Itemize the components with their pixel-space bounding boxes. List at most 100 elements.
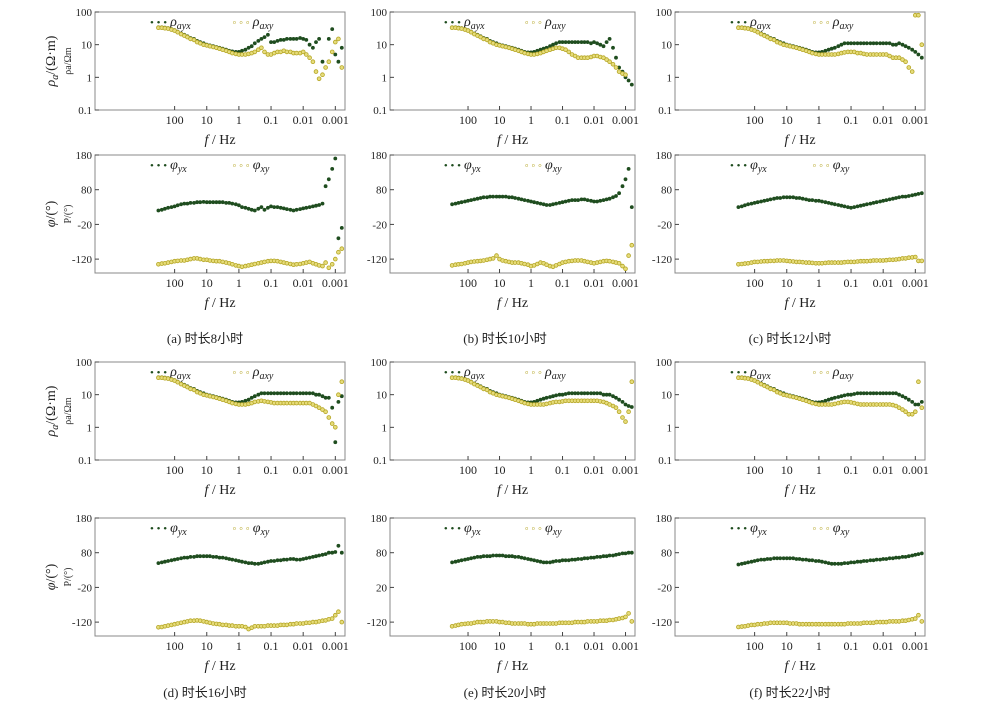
data-point [563,40,568,44]
x-tick-label: 0.1 [264,639,279,653]
data-point [314,392,318,397]
x-tick-label: 0.001 [612,639,639,653]
data-point [629,379,635,385]
data-point [566,49,572,55]
data-point [336,236,341,241]
data-point [259,45,264,51]
series-yx [156,156,344,241]
data-point [749,201,754,206]
data-point [762,198,767,203]
data-point [237,559,241,563]
x-tick-label: 1 [528,276,534,290]
data-point [468,29,474,35]
panel-a-rho: 100 10 1 0.1 0.01 0.001 0.1 1 10 100 f / Hz ρa/(Ω·m… [44,7,349,148]
x-tick-label: 0.1 [555,276,570,290]
x-tick-label: 0.1 [844,276,859,290]
data-point [522,556,527,561]
data-point [298,36,302,40]
data-point [826,201,831,205]
legend-entry: ◦ ◦ ◦ φxy [233,158,270,175]
data-point [333,440,338,445]
data-point [874,200,879,205]
y-tick-label: 100 [371,357,388,369]
data-point [551,42,555,47]
data-point [326,265,332,271]
data-point [163,559,167,564]
data-point [906,554,911,559]
data-point [759,199,763,204]
data-point [755,558,760,563]
data-point [288,37,293,41]
data-point [762,557,767,562]
data-point [326,177,331,182]
data-point [266,391,270,396]
data-point [330,550,335,555]
data-point [871,41,876,46]
data-point [339,550,344,555]
data-point [526,557,530,561]
panel-c-phi: 100 10 1 0.1 0.01 0.001 180 80 -20 -120 f / Hz • • … [652,150,929,311]
data-point [298,391,302,396]
data-point [573,40,577,44]
data-point [910,193,915,198]
data-point [466,557,470,561]
data-point [291,208,296,213]
data-point [563,558,568,563]
data-point [230,201,235,206]
data-point [910,47,915,52]
data-point [291,37,296,41]
data-point [817,559,821,563]
data-point [494,253,499,258]
data-point [246,561,251,565]
caption-c: (c) 时长12小时 [748,331,832,346]
data-point [865,391,869,396]
data-point [166,559,171,563]
data-point [582,197,587,202]
y-tick-label: 180 [371,150,388,162]
y-tick-label: -120 [72,254,93,266]
data-point [836,44,841,49]
data-point [323,409,328,415]
data-point [243,47,248,52]
data-point [585,198,590,203]
y-axis-label: ρa/(Ω·m) [44,385,61,437]
data-point [755,29,760,35]
data-point [900,394,905,399]
data-point [906,45,911,50]
data-point [804,557,808,562]
data-point [623,72,628,77]
data-point [629,205,634,210]
data-point [303,52,309,57]
y-axis-label: ρa/(Ω·m) [44,35,61,87]
x-axis-label: f / Hz [784,296,815,311]
data-point [311,45,315,50]
series-xy [156,609,345,632]
data-point [617,397,621,402]
data-point [887,197,892,202]
data-point [623,614,628,620]
y-tick-label: 0.1 [78,455,92,467]
data-point [172,204,177,209]
caption-e: (e) 时长20小时 [463,685,547,700]
x-tick-label: 0.001 [322,113,349,127]
data-point [554,41,558,46]
data-point [478,196,483,200]
y-tick-label: 80 [376,548,388,560]
x-tick-label: 1 [816,276,822,290]
data-point [300,49,306,55]
data-point [563,47,568,52]
data-point [243,398,248,403]
y-tick-label: -20 [372,219,387,231]
data-point [610,62,616,67]
data-point [909,69,915,74]
data-point [332,256,338,262]
data-point [240,48,244,53]
data-point [259,37,264,41]
data-point [463,557,467,562]
data-point [746,560,750,565]
data-point [614,55,618,60]
data-point [788,556,792,561]
data-point [259,561,264,565]
data-point [481,554,486,559]
